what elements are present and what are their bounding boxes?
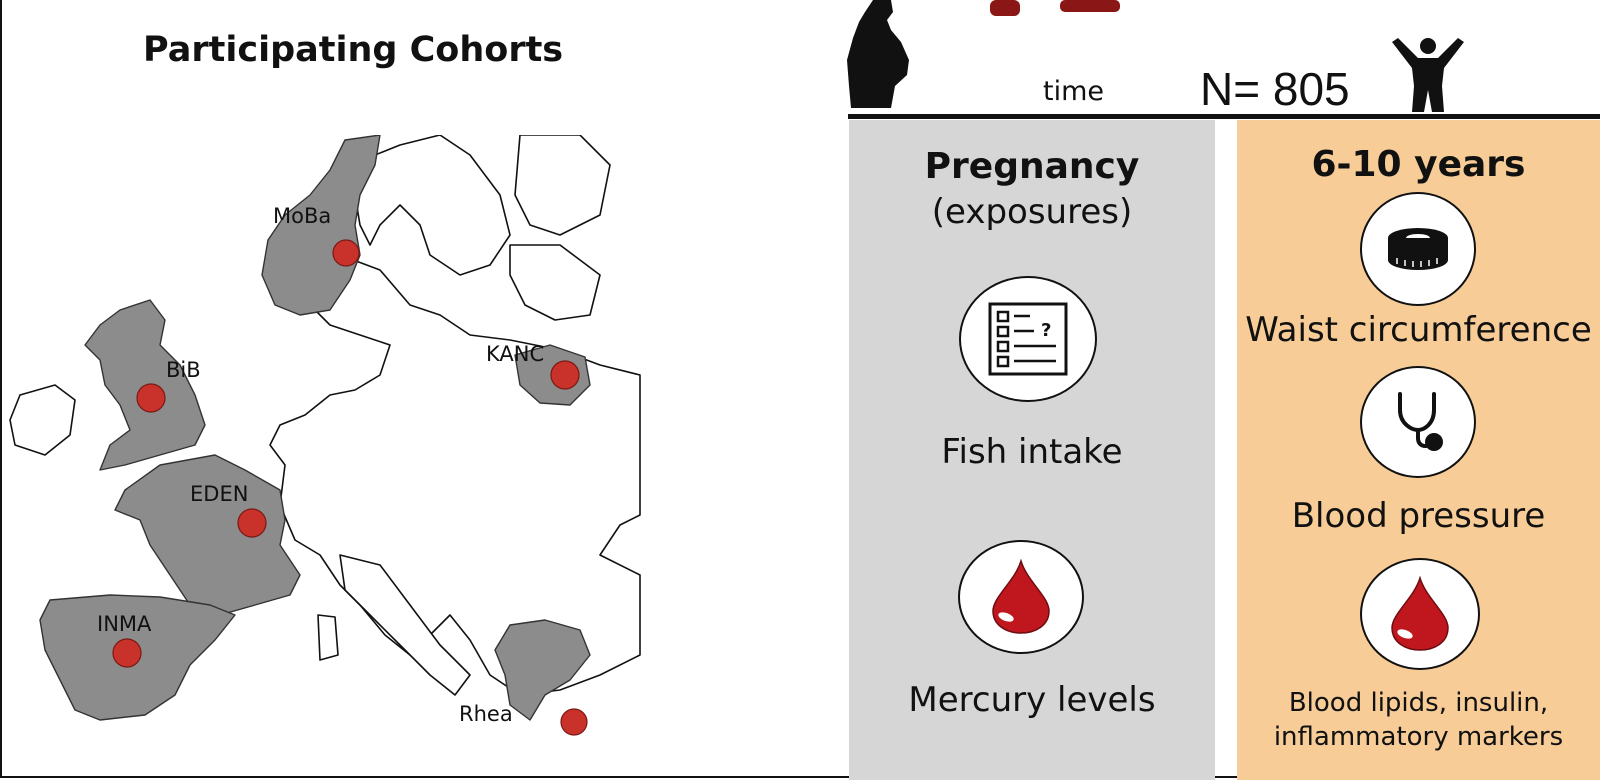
stethoscope-icon [1360, 366, 1476, 478]
pregnancy-title: Pregnancy [924, 146, 1140, 187]
label-bib: BiB [166, 358, 201, 382]
questionnaire-icon: ? [959, 276, 1097, 402]
childhood-column: 6-10 years Waist circumference Blood pre… [1237, 120, 1600, 780]
marker-bib [136, 383, 166, 413]
greece-highlight [494, 619, 591, 721]
ireland-outline [9, 384, 76, 456]
label-moba: MoBa [273, 204, 331, 228]
marker-kanc [550, 360, 580, 390]
time-axis-label: time [1043, 76, 1105, 107]
mercury-levels-label: Mercury levels [908, 680, 1156, 720]
marker-rhea [560, 708, 588, 736]
label-kanc: KANC [486, 342, 544, 366]
norway-highlight [261, 135, 381, 316]
europe-map: MoBa BiB KANC EDEN INMA Rhea [9, 135, 641, 736]
finland-outline [514, 135, 611, 236]
blood-drop-icon-child [1360, 558, 1480, 670]
timeline-axis [848, 114, 1600, 119]
label-eden: EDEN [190, 482, 248, 506]
blood-pressure-label: Blood pressure [1291, 496, 1546, 536]
tape-measure-icon [1360, 192, 1476, 306]
sardinia-outline [317, 614, 339, 661]
marker-inma [112, 638, 142, 668]
svg-text:?: ? [1041, 320, 1051, 341]
fish-intake-label: Fish intake [941, 432, 1123, 472]
label-rhea: Rhea [459, 702, 513, 726]
marker-moba [332, 239, 360, 267]
scandinavia-east [349, 135, 511, 276]
blood-lipids-label: Blood lipids, insulin, inflammatory mark… [1273, 688, 1564, 752]
waist-circumference-label: Waist circumference [1245, 310, 1592, 350]
label-inma: INMA [97, 612, 152, 636]
cohorts-title: Participating Cohorts [143, 30, 564, 70]
cropped-heading [950, 0, 1220, 18]
sample-size-label: N= 805 [1200, 63, 1350, 115]
italy-outline [339, 554, 471, 696]
marker-eden [237, 508, 267, 538]
baltic-outline [509, 244, 601, 321]
blood-drop-icon [958, 540, 1084, 654]
pregnant-woman-icon [847, 0, 909, 108]
child-icon [1392, 38, 1464, 112]
pregnancy-column: Pregnancy (exposures) ? Fish intake Merc… [849, 120, 1215, 780]
france-highlight [114, 454, 301, 616]
pregnancy-subtitle: (exposures) [931, 192, 1133, 232]
childhood-title: 6-10 years [1311, 144, 1526, 185]
